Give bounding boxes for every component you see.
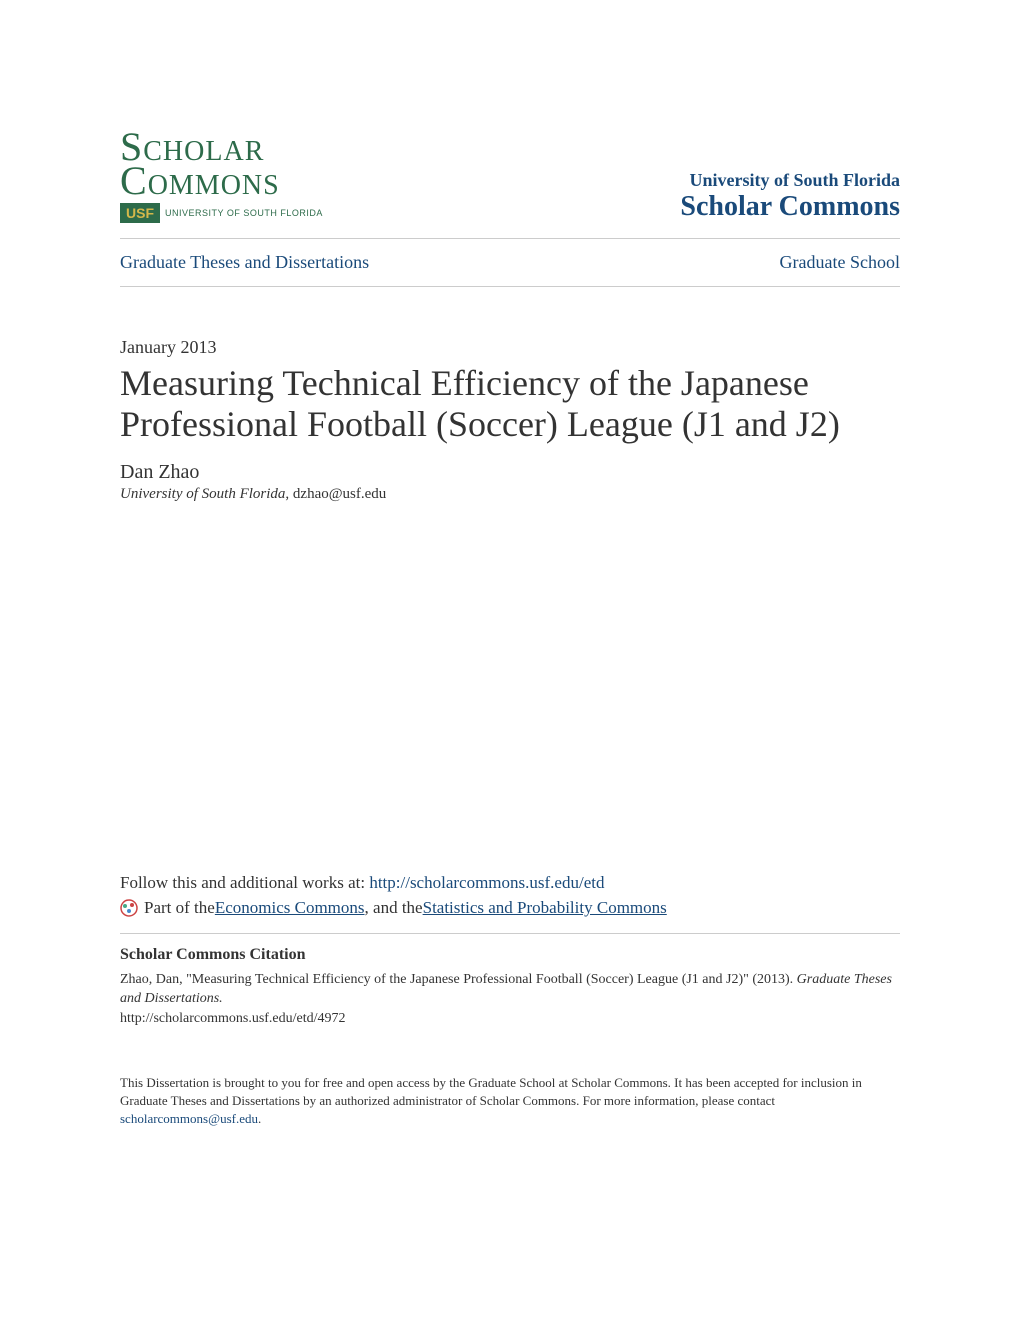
network-icon <box>120 899 138 917</box>
part-of-joiner: , and the <box>365 898 423 918</box>
collection-link[interactable]: Graduate Theses and Dissertations <box>120 252 369 273</box>
author-email: dzhao@usf.edu <box>293 486 386 502</box>
logo-line-2: COMMONS <box>120 164 323 198</box>
footer-body: This Dissertation is brought to you for … <box>120 1075 862 1108</box>
part-of-row: Part of the Economics Commons , and the … <box>120 898 900 918</box>
university-block: University of South Florida Scholar Comm… <box>680 170 900 223</box>
footer-email-link[interactable]: scholarcommons@usf.edu <box>120 1111 258 1126</box>
follow-text: Follow this and additional works at: htt… <box>120 873 900 893</box>
citation-url: http://scholarcommons.usf.edu/etd/4972 <box>120 1011 346 1026</box>
logo-rest-2: OMMONS <box>148 170 280 201</box>
follow-section: Follow this and additional works at: htt… <box>120 873 900 1029</box>
page-container: SCHOLAR COMMONS USF UNIVERSITY OF SOUTH … <box>0 0 1020 1188</box>
usf-text: UNIVERSITY OF SOUTH FLORIDA <box>165 208 323 218</box>
repository-name-link[interactable]: Scholar Commons <box>680 191 900 223</box>
economics-commons-link[interactable]: Economics Commons <box>215 898 365 918</box>
divider-nav <box>120 286 900 287</box>
header-section: SCHOLAR COMMONS USF UNIVERSITY OF SOUTH … <box>120 130 900 223</box>
author-name: Dan Zhao <box>120 461 900 484</box>
paper-title: Measuring Technical Efficiency of the Ja… <box>120 363 900 446</box>
part-of-prefix: Part of the <box>144 898 215 918</box>
statistics-commons-link[interactable]: Statistics and Probability Commons <box>423 898 667 918</box>
graduate-school-link[interactable]: Graduate School <box>780 252 900 273</box>
follow-url-link[interactable]: http://scholarcommons.usf.edu/etd <box>369 873 604 892</box>
citation-prefix: Zhao, Dan, "Measuring Technical Efficien… <box>120 972 797 987</box>
author-institution: University of South Florida <box>120 486 285 502</box>
citation-heading: Scholar Commons Citation <box>120 946 900 964</box>
usf-badge: USF <box>120 203 160 223</box>
author-separator: , <box>285 486 293 502</box>
publication-date: January 2013 <box>120 337 900 358</box>
citation-text: Zhao, Dan, "Measuring Technical Efficien… <box>120 970 900 1029</box>
footer-section: This Dissertation is brought to you for … <box>120 1074 900 1129</box>
footer-text: This Dissertation is brought to you for … <box>120 1074 900 1129</box>
divider-citation <box>120 933 900 934</box>
usf-bar: USF UNIVERSITY OF SOUTH FLORIDA <box>120 203 323 223</box>
divider-top <box>120 238 900 239</box>
logo-rest-1: CHOLAR <box>143 136 264 167</box>
university-name[interactable]: University of South Florida <box>680 170 900 191</box>
logo-line-1: SCHOLAR <box>120 130 323 164</box>
author-affiliation: University of South Florida, dzhao@usf.e… <box>120 486 900 503</box>
logo-big-c: C <box>120 158 148 203</box>
follow-prefix: Follow this and additional works at: <box>120 873 369 892</box>
breadcrumb-row: Graduate Theses and Dissertations Gradua… <box>120 247 900 278</box>
scholar-commons-logo[interactable]: SCHOLAR COMMONS USF UNIVERSITY OF SOUTH … <box>120 130 323 223</box>
footer-period: . <box>258 1111 261 1126</box>
